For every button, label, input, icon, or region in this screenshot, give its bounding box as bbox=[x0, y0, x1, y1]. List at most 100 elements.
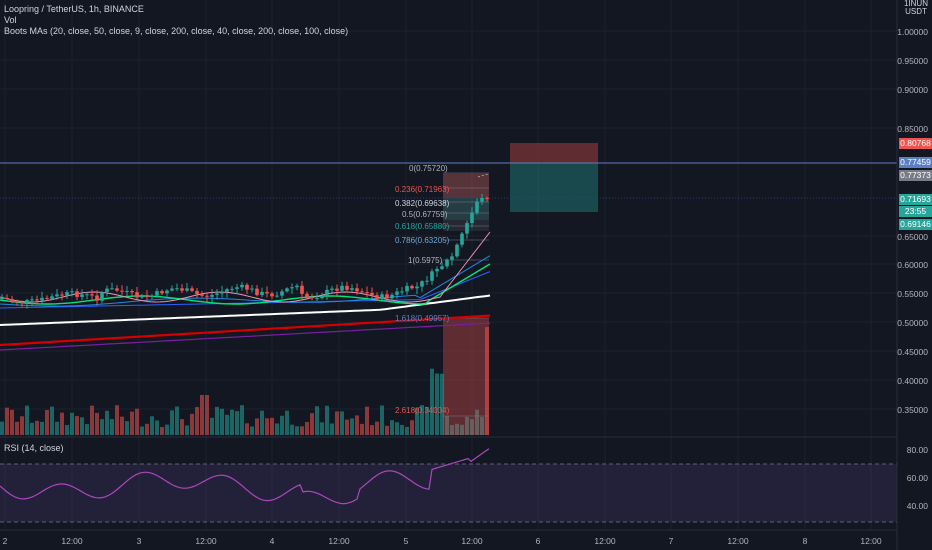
candle bbox=[5, 297, 9, 299]
volume-bar bbox=[80, 417, 84, 435]
volume-bar bbox=[70, 412, 74, 435]
ma-100-white bbox=[0, 294, 491, 326]
candle bbox=[80, 294, 84, 297]
last-price-tag: 0.71693 bbox=[899, 194, 932, 205]
candle bbox=[115, 288, 119, 291]
candle bbox=[165, 290, 169, 294]
candle bbox=[225, 289, 229, 292]
candle bbox=[275, 295, 279, 297]
volume-bar bbox=[115, 405, 119, 435]
axis-unit-top: 1INUN bbox=[903, 0, 928, 8]
candle bbox=[200, 294, 204, 296]
chart-grid bbox=[0, 0, 897, 530]
candle bbox=[360, 291, 364, 293]
volume-bar bbox=[320, 422, 324, 435]
volume-bar bbox=[160, 426, 164, 435]
candle bbox=[470, 212, 474, 224]
fib-label: 0(0.75720) bbox=[409, 164, 448, 173]
trend-line bbox=[477, 173, 489, 178]
volume-bar bbox=[330, 423, 334, 435]
candle bbox=[240, 284, 244, 288]
volume-bar bbox=[475, 409, 479, 435]
candle bbox=[435, 268, 439, 272]
volume-bar bbox=[230, 409, 234, 435]
candle bbox=[85, 294, 89, 296]
volume-bar bbox=[150, 416, 154, 435]
volume-bar bbox=[100, 419, 104, 435]
axis-unit: 1INUN USDT bbox=[902, 0, 930, 16]
candle bbox=[335, 288, 339, 291]
candle bbox=[65, 292, 69, 296]
x-tick: 12:00 bbox=[328, 536, 350, 546]
volume-bar bbox=[445, 416, 449, 435]
volume-bar bbox=[420, 405, 424, 435]
volume-bar bbox=[40, 421, 44, 435]
x-tick: 12:00 bbox=[860, 536, 882, 546]
volume-bar bbox=[250, 426, 254, 435]
candle bbox=[340, 285, 344, 291]
target-tag: 0.69146 bbox=[899, 219, 932, 230]
volume-bar bbox=[75, 416, 79, 435]
fib-label: 0.618(0.65880) bbox=[395, 222, 450, 231]
ma-legend[interactable]: Boots MAs (20, close, 50, close, 9, clos… bbox=[4, 26, 349, 36]
x-tick: 2 bbox=[2, 536, 8, 546]
rsi-tick: 80.00 bbox=[906, 445, 928, 455]
volume-bar bbox=[235, 411, 239, 435]
fib-label: 0.236(0.71963) bbox=[395, 185, 450, 194]
candle bbox=[330, 288, 334, 290]
volume-bar bbox=[130, 411, 134, 435]
symbol-title[interactable]: Loopring / TetherUS, 1h, BINANCE bbox=[4, 4, 144, 14]
volume-bar bbox=[90, 405, 94, 435]
candle bbox=[170, 288, 174, 291]
volume-bar bbox=[280, 415, 284, 435]
candle bbox=[30, 299, 34, 301]
volume-bar bbox=[65, 425, 69, 435]
fib-label: 2.618(0.34034) bbox=[395, 406, 450, 415]
countdown-tag: 23:55 bbox=[899, 206, 932, 217]
candle bbox=[110, 288, 114, 290]
rsi-pane bbox=[0, 448, 897, 523]
volume-bar bbox=[185, 425, 189, 435]
candle bbox=[135, 292, 139, 298]
volume-bar bbox=[20, 416, 24, 435]
rsi-legend[interactable]: RSI (14, close) bbox=[4, 443, 64, 453]
ma-200-purple bbox=[0, 322, 491, 351]
candle bbox=[175, 288, 179, 290]
volume-bar bbox=[395, 422, 399, 435]
volume-bar bbox=[355, 415, 359, 435]
volume-bar bbox=[440, 373, 444, 435]
candle bbox=[40, 297, 44, 301]
candle bbox=[280, 291, 284, 296]
y-tick: 0.50000 bbox=[897, 318, 928, 328]
volume-bar bbox=[95, 412, 99, 435]
candle bbox=[150, 295, 154, 298]
candle bbox=[215, 293, 219, 295]
chart-legend: Loopring / TetherUS, 1h, BINANCE Vol Boo… bbox=[4, 4, 348, 37]
volume-bar bbox=[275, 423, 279, 435]
volume-bar bbox=[255, 418, 259, 435]
x-tick: 5 bbox=[403, 536, 409, 546]
fib-label: 1.618(0.49957) bbox=[395, 314, 450, 323]
candle bbox=[415, 286, 419, 289]
volume-legend[interactable]: Vol bbox=[4, 15, 17, 25]
candle bbox=[450, 256, 454, 260]
ma-200-red bbox=[0, 314, 491, 347]
candle bbox=[220, 291, 224, 294]
candle bbox=[100, 292, 104, 301]
volume-bar bbox=[110, 419, 114, 435]
stop-loss-tag: 0.80768 bbox=[899, 138, 932, 149]
candle bbox=[305, 293, 309, 298]
candle bbox=[260, 291, 264, 296]
candle bbox=[125, 290, 129, 292]
volume-bar bbox=[220, 408, 224, 435]
candle bbox=[25, 300, 29, 303]
candle bbox=[245, 284, 249, 290]
volume-bar bbox=[260, 410, 264, 435]
volume-bar bbox=[140, 426, 144, 435]
volume-bar bbox=[50, 406, 54, 435]
volume-bar bbox=[60, 412, 64, 435]
volume-bar bbox=[290, 424, 294, 435]
volume-bar bbox=[245, 423, 249, 435]
candle bbox=[90, 294, 94, 296]
